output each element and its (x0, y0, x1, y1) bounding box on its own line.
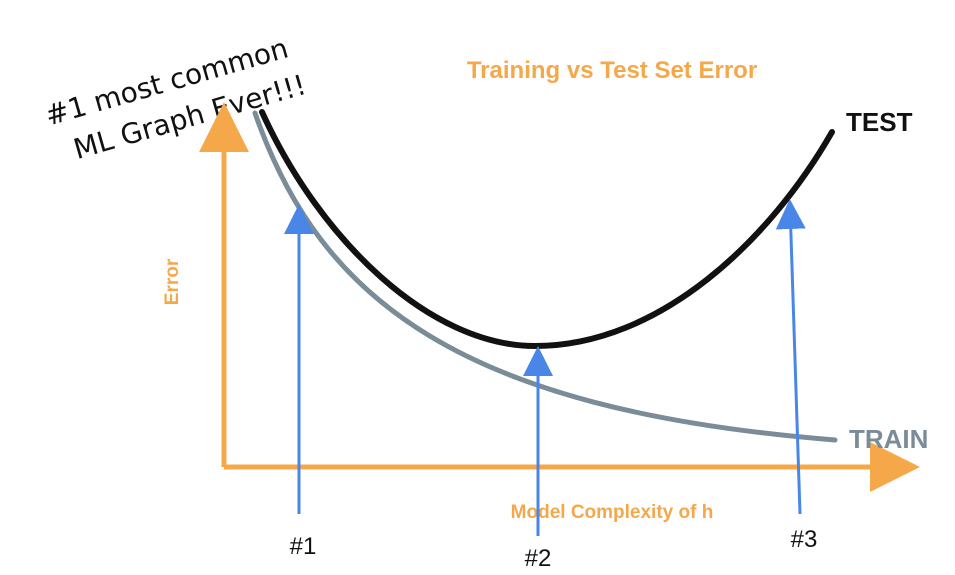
y-axis-label: Error (162, 258, 183, 305)
marker-label-3: #3 (791, 526, 818, 553)
train-curve (252, 110, 838, 443)
train-curve-label: TRAIN (849, 424, 928, 454)
marker-label-1: #1 (290, 533, 317, 560)
marker-label-2: #2 (525, 545, 552, 572)
test-curve (259, 109, 835, 350)
x-axis-label: Model Complexity of h (511, 502, 714, 523)
marker-arrow-3 (775, 199, 806, 515)
diagram-title: Training vs Test Set Error (467, 57, 757, 84)
test-curve-label: TEST (846, 107, 913, 137)
